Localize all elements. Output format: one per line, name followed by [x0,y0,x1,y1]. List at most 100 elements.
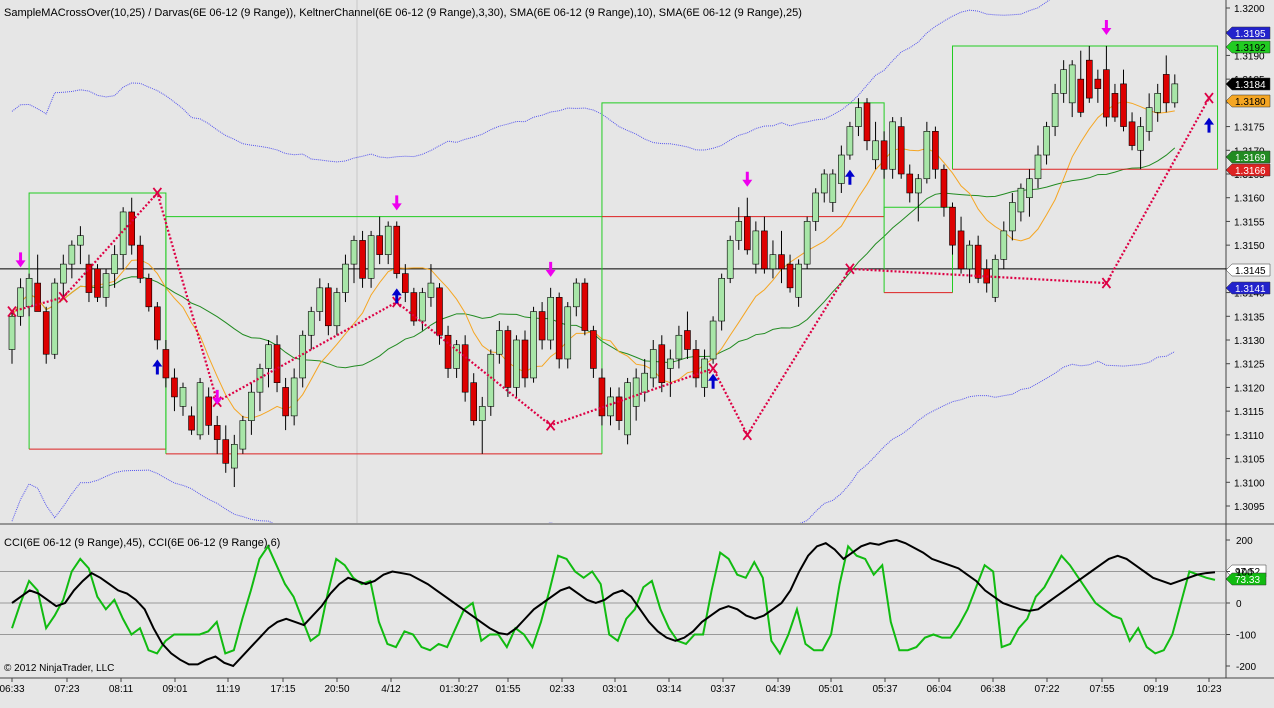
candle-up [769,254,777,270]
copyright-text: © 2012 NinjaTrader, LLC [4,663,114,674]
candle-up [1000,230,1008,260]
candle-up [991,259,999,298]
candle-down [470,382,478,421]
candle-up [1043,126,1050,156]
candle-down [940,168,948,208]
candle-up [239,420,247,450]
candle-down [162,349,170,379]
price-badge-darvas-top [1225,40,1271,54]
price-badge-last-price [1225,77,1271,91]
candle-up [248,391,255,421]
time-tick-label: 01:30:27 [440,684,479,695]
candle-up [632,377,640,407]
candle-down [1128,121,1136,146]
candle-up [1026,178,1033,199]
candle-up [25,278,33,308]
candle-up [641,372,649,393]
candle-down [504,330,512,388]
candle-up [649,349,657,379]
candle-down [1077,78,1085,113]
candle-down [581,282,589,331]
candle-up [718,278,725,322]
candle-down [897,126,905,175]
sell-arrow-icon [545,261,556,277]
crossover-marker [742,429,753,441]
candle-up [838,154,845,184]
keltner-upper-line [11,0,1051,163]
time-tick-label: 08:11 [109,684,134,695]
candle-down [538,311,546,341]
price-tick-label: 1.3130 [1234,336,1265,347]
sell-arrow-icon [1101,19,1112,35]
candle-up [51,282,59,355]
buy-arrow-icon [844,169,855,185]
candle-up [231,444,238,469]
price-badge-sma-fast [1225,94,1271,108]
candle-up [111,254,118,274]
candle-down [615,396,623,421]
candle-up [820,173,828,194]
candle-up [735,221,743,241]
candle-down [1086,59,1093,99]
candle-up [752,230,760,265]
candle-down [761,230,768,270]
candle-up [1137,126,1144,151]
price-tick-label: 1.3155 [1234,217,1265,228]
candle-down [136,244,144,279]
candle-up [1154,93,1161,113]
candle-down [1103,69,1110,118]
candle-down [658,344,666,383]
candle-up [872,140,879,161]
time-tick-label: 09:01 [162,684,187,695]
candle-up [1068,64,1076,104]
cci-tick-label: -200 [1236,662,1256,673]
candle-up [1017,187,1025,213]
buy-arrow-icon [708,373,719,389]
candle-down [521,339,529,379]
candle-up [966,244,973,270]
time-tick-label: 01:55 [495,684,520,695]
candle-down [444,334,452,369]
candle-down [154,306,161,341]
candle-down [213,425,221,440]
candle-up [889,121,896,170]
price-badge-label: 1.3192 [1235,43,1266,54]
crossover-marker [708,362,718,375]
time-tick-label: 05:37 [872,684,897,695]
candle-up [68,244,76,265]
crossover-marker [845,263,855,275]
cci-slow-line [11,538,1216,668]
time-tick-label: 03:01 [602,684,627,695]
buy-arrow-icon [1204,117,1214,133]
candle-down [145,278,153,308]
price-badge-label: 1.3141 [1235,284,1266,295]
crossover-marker [152,187,163,199]
price-badge-label: 1.3180 [1235,97,1266,108]
cci-tick-label: 100 [1236,568,1253,579]
candle-up [77,235,84,246]
candle-up [367,235,375,279]
time-tick-label: 4/12 [381,684,401,695]
candle-down [128,211,135,246]
candle-up [384,225,392,255]
candle-down [555,297,563,360]
candle-up [726,240,734,279]
candle-down [692,349,700,379]
candle-up [564,306,572,360]
price-tick-label: 1.3160 [1234,194,1265,205]
time-tick-label: 03:37 [710,684,735,695]
candle-up [290,377,298,417]
price-tick-label: 1.3150 [1234,241,1265,252]
price-tick-label: 1.3190 [1234,51,1265,62]
candle-up [624,382,631,436]
candle-up [342,263,349,293]
price-tick-label: 1.3120 [1234,383,1265,394]
time-tick-label: 07:23 [54,684,79,695]
cci-tick-label: 0 [1236,599,1242,610]
price-badge-keltner-lower [1225,281,1271,295]
cci-title: CCI(6E 06-12 (9 Range),45), CCI(6E 06-12… [4,537,280,549]
time-tick-label: 07:22 [1034,684,1059,695]
candle-down [974,244,982,279]
candle-down [393,225,401,274]
